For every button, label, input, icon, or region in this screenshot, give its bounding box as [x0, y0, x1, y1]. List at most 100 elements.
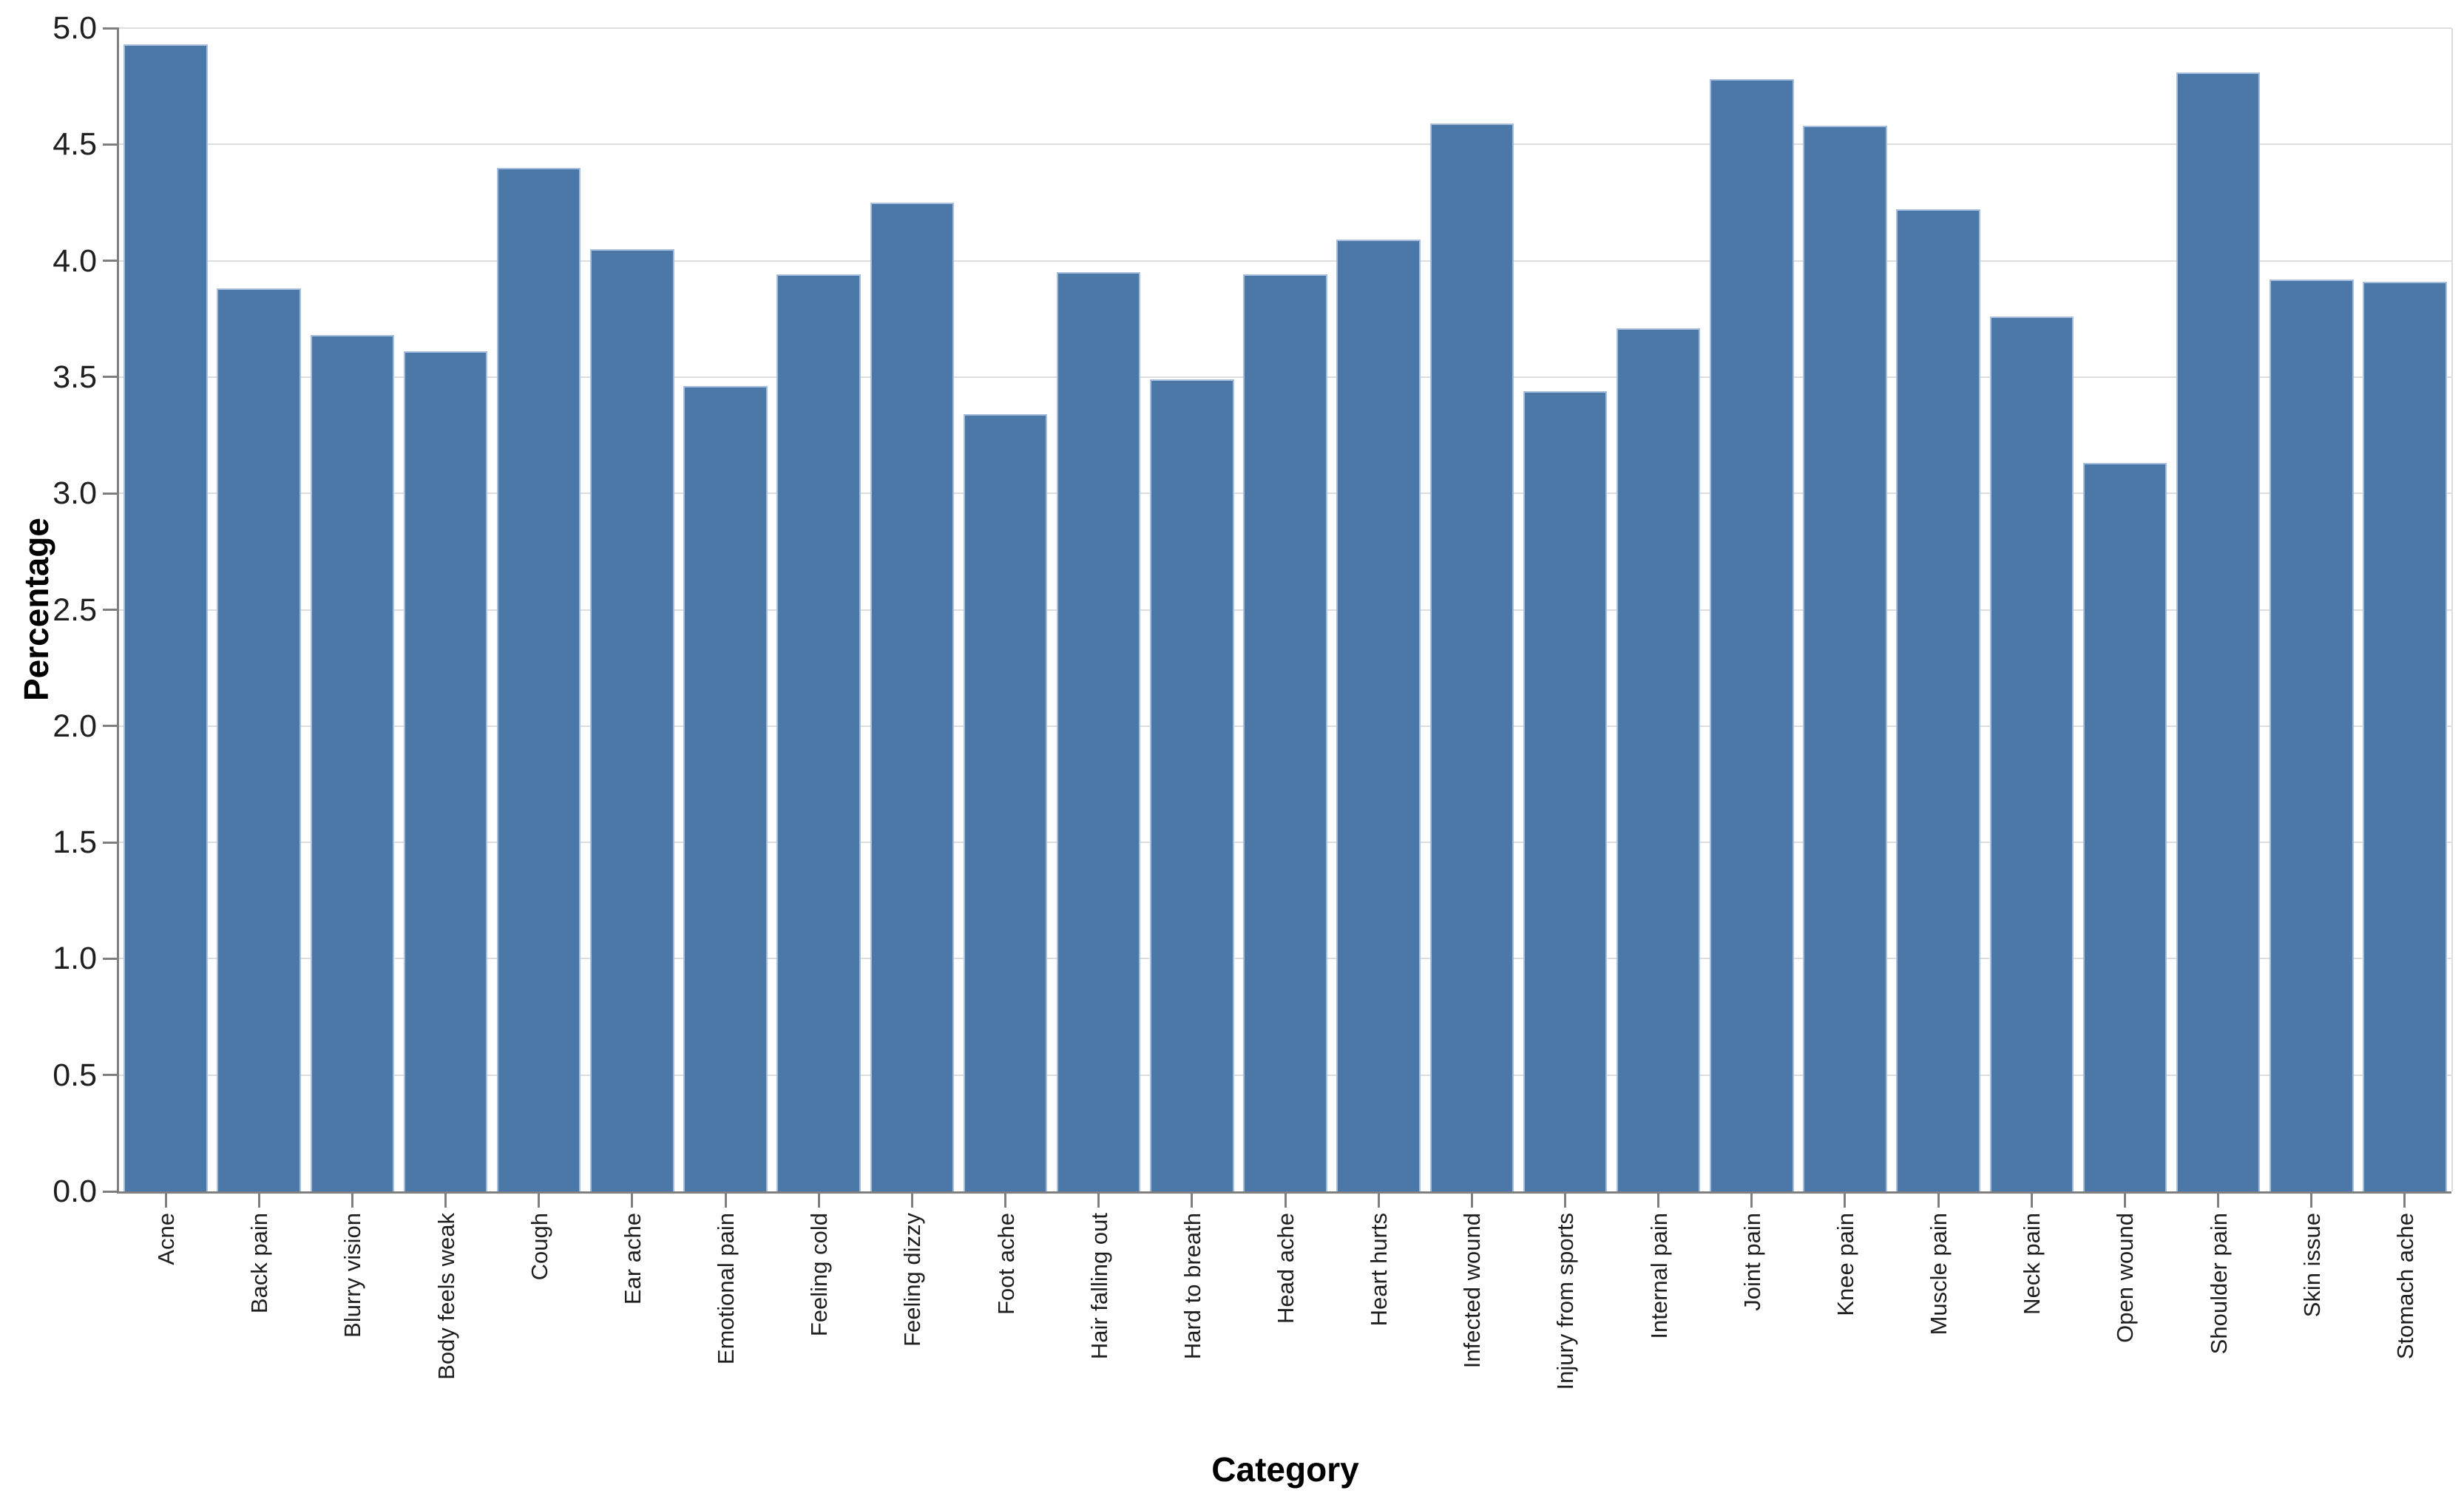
y-tick-label: 3.0	[53, 476, 97, 512]
bar-hair-falling-out	[1056, 272, 1141, 1191]
y-tick	[103, 260, 119, 263]
x-tick-label: Knee pain	[1832, 1213, 1858, 1316]
bar-internal-pain	[1616, 328, 1701, 1191]
x-tick-label: Shoulder pain	[2205, 1213, 2232, 1355]
x-tick-label: Ear ache	[619, 1213, 646, 1305]
x-tick	[910, 1191, 913, 1208]
bar-neck-pain	[1989, 317, 2074, 1191]
y-tick	[103, 725, 119, 728]
y-tick-label: 2.5	[53, 592, 97, 628]
bar-heart-hurts	[1336, 240, 1421, 1191]
bar-stomach-ache	[2363, 281, 2447, 1191]
x-tick	[1563, 1191, 1566, 1208]
x-tick-label: Infected wound	[1459, 1213, 1486, 1369]
x-tick-label: Neck pain	[2019, 1213, 2045, 1315]
bar-body-feels-weak	[403, 351, 488, 1191]
y-gridline	[119, 260, 2451, 262]
y-tick	[103, 957, 119, 960]
x-tick-label: Acne	[153, 1213, 180, 1265]
x-tick-label: Cough	[526, 1213, 552, 1281]
y-tick	[103, 376, 119, 379]
bar-hard-to-breath	[1150, 379, 1234, 1191]
x-tick-label: Hair falling out	[1086, 1213, 1112, 1360]
x-tick	[257, 1191, 260, 1208]
bar-infected-wound	[1429, 123, 1514, 1191]
x-tick	[1470, 1191, 1473, 1208]
bar-joint-pain	[1710, 79, 1794, 1191]
y-tick	[103, 609, 119, 611]
y-tick-label: 3.5	[53, 359, 97, 395]
y-tick	[103, 143, 119, 146]
x-tick	[1004, 1191, 1007, 1208]
x-tick	[631, 1191, 634, 1208]
bar-injury-from-sports	[1523, 390, 1608, 1191]
x-tick-label: Heart hurts	[1366, 1213, 1392, 1327]
bar-head-ache	[1243, 274, 1327, 1191]
x-tick	[1191, 1191, 1194, 1208]
y-tick-label: 4.5	[53, 126, 97, 163]
x-tick	[164, 1191, 167, 1208]
x-tick	[817, 1191, 820, 1208]
y-tick	[103, 841, 119, 844]
x-tick	[2123, 1191, 2126, 1208]
x-tick	[1844, 1191, 1847, 1208]
x-tick	[724, 1191, 727, 1208]
y-gridline	[119, 27, 2451, 29]
x-tick-label: Blurry vision	[339, 1213, 366, 1338]
x-tick-label: Muscle pain	[1926, 1213, 1952, 1336]
bar-knee-pain	[1803, 126, 1887, 1191]
x-tick-label: Hard to breath	[1179, 1213, 1205, 1360]
x-tick	[351, 1191, 353, 1208]
x-tick	[1657, 1191, 1660, 1208]
x-tick-label: Internal pain	[1645, 1213, 1672, 1339]
y-tick-label: 0.0	[53, 1174, 97, 1209]
x-tick	[2030, 1191, 2033, 1208]
y-tick-label: 1.5	[53, 825, 97, 861]
x-tick-label: Head ache	[1273, 1213, 1299, 1324]
x-tick-label: Skin issue	[2298, 1213, 2325, 1318]
y-axis-line	[117, 28, 119, 1194]
x-tick-label: Feeling dizzy	[899, 1213, 926, 1347]
plot-right-border	[2451, 28, 2453, 1191]
y-axis-title: Percentage	[17, 517, 55, 702]
bar-back-pain	[217, 288, 301, 1191]
bar-muscle-pain	[1896, 209, 1980, 1191]
bar-foot-ache	[963, 414, 1048, 1191]
y-tick	[103, 1190, 119, 1193]
bar-ear-ache	[590, 248, 674, 1191]
bar-open-wound	[2082, 463, 2167, 1191]
x-tick	[2403, 1191, 2406, 1208]
x-tick-label: Body feels weak	[433, 1213, 459, 1380]
x-tick-label: Joint pain	[1739, 1213, 1765, 1311]
x-tick-label: Foot ache	[992, 1213, 1019, 1315]
bar-shoulder-pain	[2176, 72, 2261, 1191]
y-tick-label: 5.0	[53, 10, 97, 46]
bar-acne	[123, 44, 208, 1191]
x-tick-label: Open wound	[2112, 1213, 2139, 1343]
y-tick	[103, 27, 119, 30]
y-tick-label: 2.0	[53, 708, 97, 744]
bar-cough	[496, 167, 581, 1191]
x-tick	[1937, 1191, 1940, 1208]
y-tick-label: 4.0	[53, 243, 97, 279]
bar-emotional-pain	[683, 386, 768, 1191]
bar-feeling-cold	[776, 274, 861, 1191]
x-tick	[444, 1191, 447, 1208]
x-tick	[1097, 1191, 1100, 1208]
x-tick-label: Injury from sports	[1552, 1213, 1579, 1390]
x-tick-label: Feeling cold	[806, 1213, 833, 1337]
y-tick	[103, 1074, 119, 1077]
y-tick-label: 0.5	[53, 1057, 97, 1093]
x-axis-line	[117, 1191, 2451, 1194]
x-tick	[1750, 1191, 1753, 1208]
x-tick-label: Emotional pain	[713, 1213, 739, 1365]
y-tick-label: 1.0	[53, 941, 97, 977]
x-tick	[1284, 1191, 1287, 1208]
x-tick-label: Back pain	[246, 1213, 273, 1314]
x-tick	[2310, 1191, 2313, 1208]
x-tick	[538, 1191, 541, 1208]
bar-feeling-dizzy	[870, 202, 955, 1191]
y-tick	[103, 492, 119, 495]
